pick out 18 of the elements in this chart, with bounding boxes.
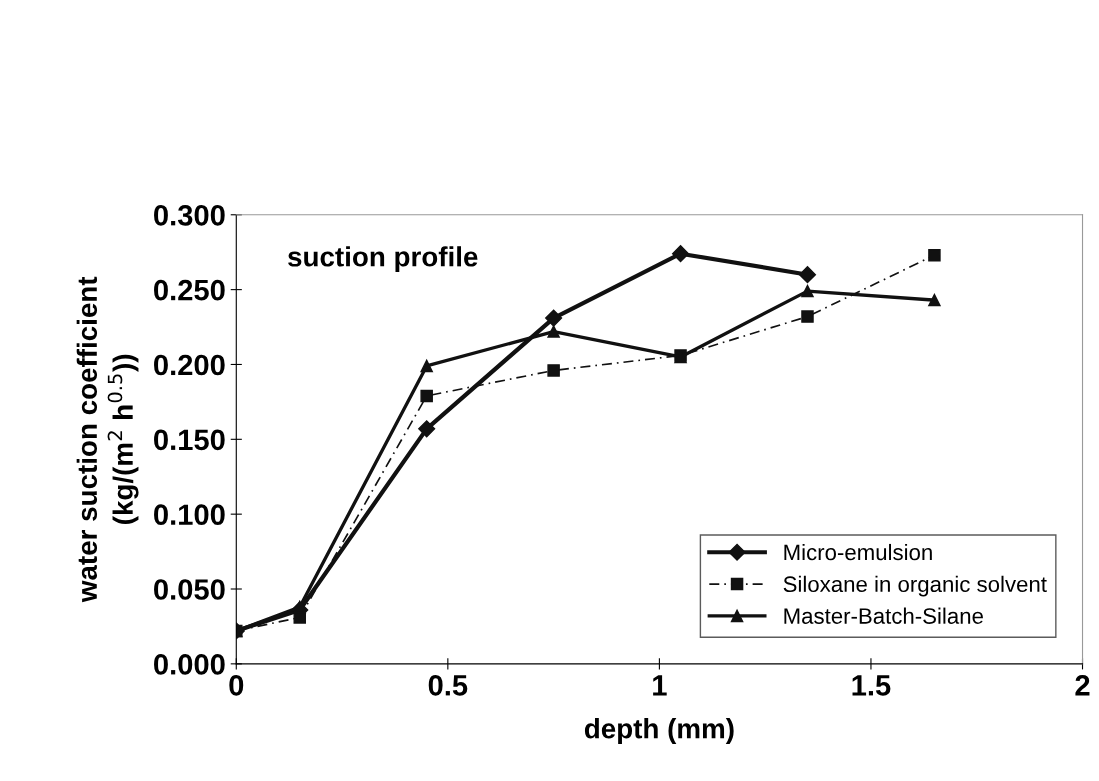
legend-label: Micro-emulsion (784, 543, 932, 561)
y-tick-label: 0.100 (154, 504, 225, 526)
y-tick-label: 0.000 (154, 654, 225, 675)
x-tick-label: 0 (229, 675, 244, 696)
x-tick-label: 1 (653, 675, 667, 696)
y-tick-label: 0.300 (154, 204, 225, 226)
y-axis-title: water suction coefficient (kg/(m$^{2}$ h$^{0.5}$)) (76, 276, 139, 603)
y-tick-label: 0.050 (154, 579, 225, 600)
y-tick-label: 0.200 (154, 354, 225, 376)
legend-label: Master-Batch-Silane (784, 607, 983, 624)
legend-label: Siloxane in organic solvent (783, 575, 1047, 597)
x-tick-label: 2 (1075, 675, 1090, 696)
x-tick-label: 1.5 (852, 675, 891, 696)
x-tick-label: 0.5 (428, 675, 468, 696)
y-tick-label: 0.250 (154, 279, 225, 301)
annotation: suction profile (288, 246, 478, 273)
x-axis-title: depth (mm) (584, 718, 734, 745)
y-tick-label: 0.150 (154, 429, 225, 451)
